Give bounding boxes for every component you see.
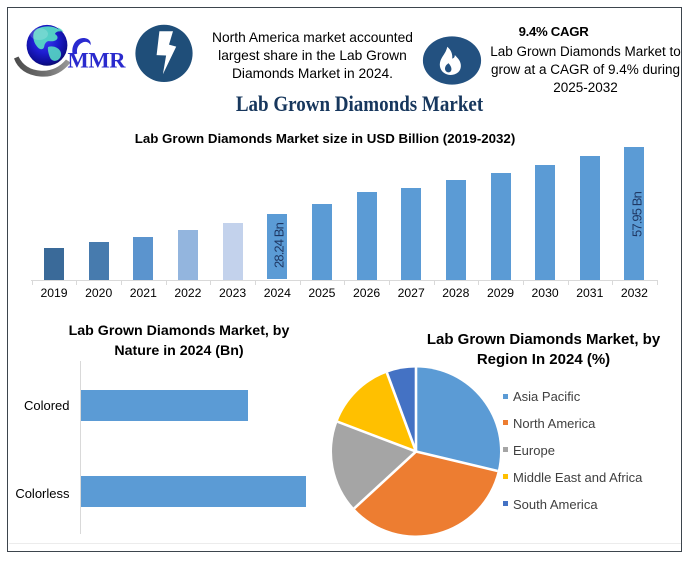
svg-text:MMR: MMR [68, 47, 127, 72]
